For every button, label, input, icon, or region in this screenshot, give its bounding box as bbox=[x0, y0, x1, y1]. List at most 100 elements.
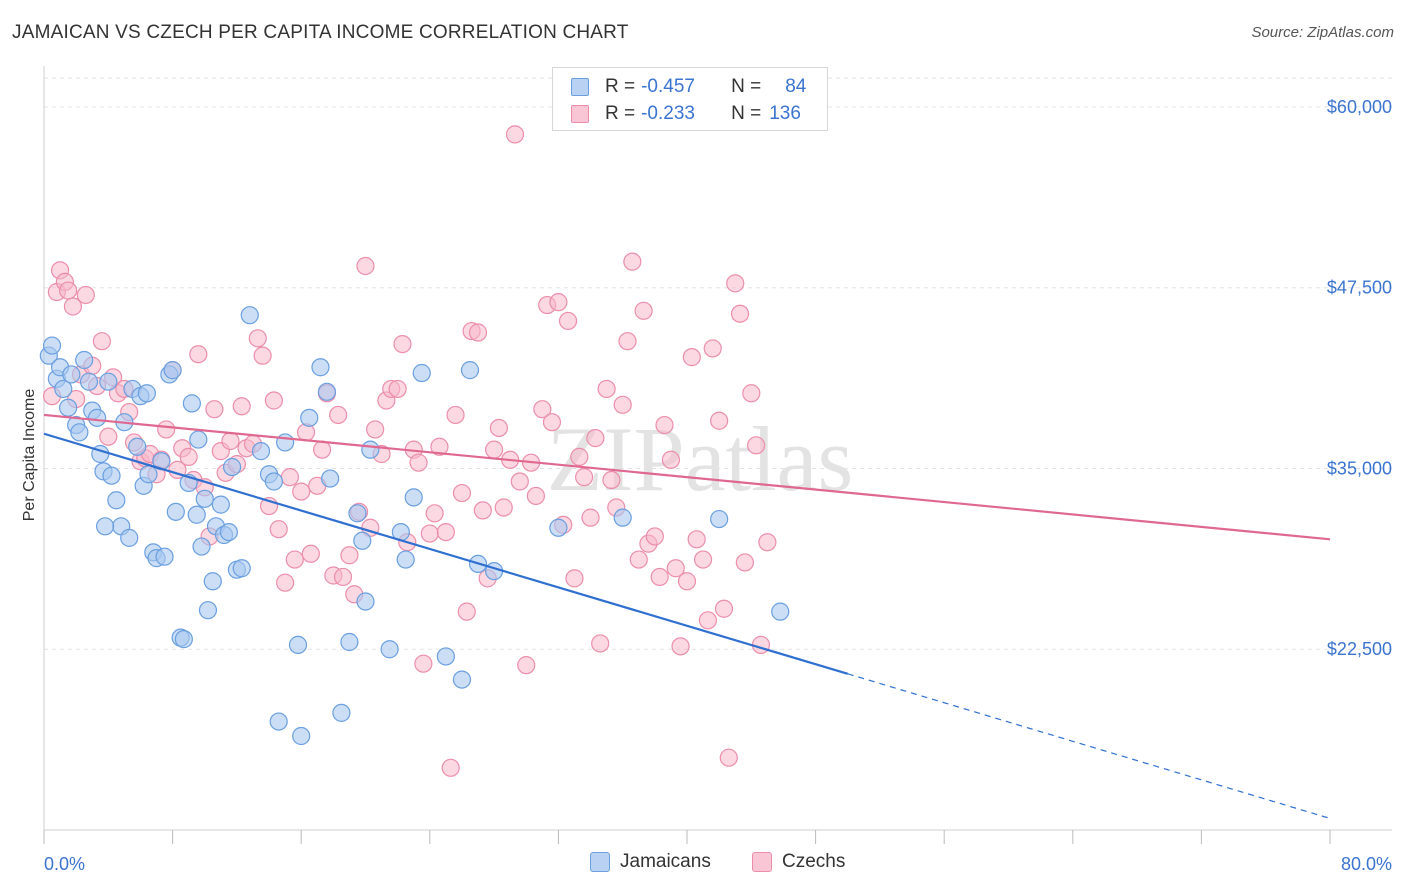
czech-point bbox=[742, 384, 761, 403]
jamaican-point bbox=[120, 528, 139, 547]
czech-point bbox=[533, 400, 552, 419]
jamaican-point bbox=[70, 423, 89, 442]
x-tick-max: 80.0% bbox=[1341, 854, 1392, 874]
czech-point bbox=[510, 472, 529, 491]
jamaican-point bbox=[300, 408, 319, 427]
legend-row-jamaicans: R = -0.457 N = 84 bbox=[571, 74, 806, 100]
czech-point bbox=[730, 304, 750, 323]
jamaican-point bbox=[311, 358, 330, 377]
jamaican-point bbox=[356, 592, 375, 611]
y-tick-label: $60,000 bbox=[1327, 97, 1392, 117]
r-value: -0.457 bbox=[641, 76, 695, 97]
czech-point bbox=[629, 550, 648, 569]
czech-point bbox=[726, 274, 745, 293]
czech-point bbox=[276, 573, 295, 592]
y-tick-label: $35,000 bbox=[1327, 458, 1392, 478]
czech-point bbox=[333, 567, 353, 587]
jamaican-point bbox=[232, 559, 251, 578]
czechs-legend-label: Czechs bbox=[782, 851, 846, 872]
czech-point bbox=[388, 379, 407, 399]
czech-point bbox=[687, 530, 706, 549]
czech-point bbox=[526, 486, 545, 506]
czech-point bbox=[565, 569, 584, 588]
czech-point bbox=[591, 634, 610, 653]
jamaican-point bbox=[166, 502, 185, 521]
jamaican-point bbox=[348, 504, 367, 523]
jamaican-point bbox=[321, 469, 340, 488]
czech-point bbox=[420, 524, 439, 543]
czech-point bbox=[221, 431, 240, 451]
czech-point bbox=[735, 553, 754, 572]
czech-point bbox=[698, 611, 717, 630]
chart-title: JAMAICAN VS CZECH PER CAPITA INCOME CORR… bbox=[12, 22, 629, 43]
czech-point bbox=[645, 527, 664, 546]
jamaican-point bbox=[75, 350, 94, 370]
y-tick-label: $22,500 bbox=[1327, 639, 1392, 659]
czech-point bbox=[76, 285, 95, 305]
czechs-swatch bbox=[571, 105, 589, 123]
legend-row-czechs: R = -0.233 N = 136 bbox=[571, 101, 801, 127]
jamaican-point bbox=[340, 632, 359, 652]
czech-point bbox=[329, 405, 348, 425]
jamaican-point bbox=[251, 442, 271, 461]
czech-point bbox=[457, 602, 476, 621]
czech-point bbox=[301, 544, 320, 563]
czech-point bbox=[613, 395, 632, 414]
czech-point bbox=[63, 297, 83, 316]
jamaicans-legend-swatch bbox=[590, 852, 610, 872]
jamaican-point bbox=[332, 703, 351, 722]
czech-point bbox=[517, 656, 536, 675]
jamaican-point bbox=[613, 508, 632, 527]
jamaicans-legend-label: Jamaicans bbox=[620, 851, 711, 872]
jamaican-point bbox=[264, 472, 283, 491]
r-label: R = bbox=[605, 76, 636, 97]
czech-point bbox=[758, 533, 777, 552]
czech-point bbox=[441, 758, 460, 777]
jamaican-point bbox=[189, 430, 208, 449]
jamaican-point bbox=[380, 640, 399, 659]
jamaican-point bbox=[95, 517, 115, 536]
czech-points bbox=[42, 125, 777, 777]
czech-point bbox=[710, 411, 729, 430]
czech-point bbox=[340, 546, 359, 565]
czech-point bbox=[666, 559, 685, 578]
czech-point bbox=[618, 332, 637, 351]
chart-source: Source: ZipAtlas.com bbox=[1251, 24, 1394, 41]
correlation-legend: R = -0.457 N = 84 R = -0.233 N = 136 bbox=[552, 67, 828, 131]
czech-point bbox=[693, 550, 713, 569]
czech-point bbox=[473, 501, 492, 520]
czech-point bbox=[703, 339, 722, 358]
jamaican-trend-line bbox=[43, 432, 849, 675]
czech-point bbox=[269, 520, 288, 539]
czech-point bbox=[581, 508, 600, 527]
czech-point bbox=[356, 256, 375, 276]
czech-point bbox=[409, 453, 428, 472]
czech-point bbox=[452, 483, 472, 503]
jamaican-point bbox=[771, 602, 790, 621]
czech-point bbox=[489, 418, 509, 438]
jamaican-point bbox=[452, 670, 472, 689]
czech-point bbox=[575, 468, 594, 487]
jamaican-point bbox=[222, 457, 242, 477]
jamaican-point bbox=[99, 372, 118, 391]
jamaican-point bbox=[174, 630, 193, 649]
czech-point bbox=[634, 301, 653, 320]
jamaican-point bbox=[288, 635, 308, 654]
czech-point bbox=[719, 748, 738, 767]
czech-point bbox=[205, 400, 224, 419]
jamaican-point bbox=[219, 522, 238, 542]
jamaican-point bbox=[155, 547, 174, 566]
czech-point bbox=[655, 415, 674, 435]
czech-point bbox=[671, 637, 690, 656]
czech-point bbox=[558, 311, 578, 331]
czech-point bbox=[570, 447, 589, 466]
czech-point bbox=[549, 293, 568, 312]
jamaican-points bbox=[39, 306, 790, 746]
trend-lines bbox=[43, 413, 1331, 820]
czech-point bbox=[99, 427, 118, 446]
czech-point bbox=[264, 391, 283, 410]
czech-point bbox=[682, 348, 701, 367]
czech-point bbox=[586, 428, 605, 448]
jamaican-point bbox=[128, 437, 147, 456]
